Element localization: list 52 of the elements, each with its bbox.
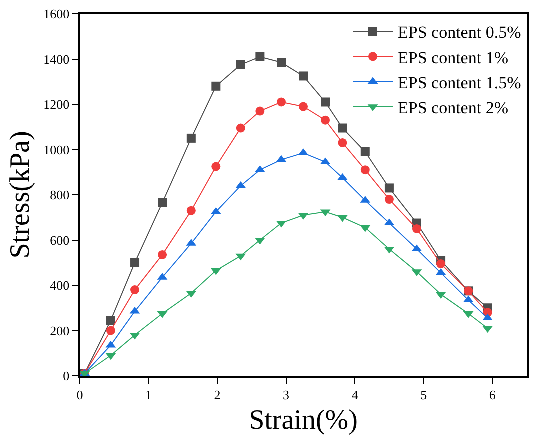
point — [256, 52, 265, 62]
x-tick-label: 5 — [420, 387, 428, 402]
point — [186, 134, 196, 143]
point — [130, 258, 140, 268]
point — [338, 124, 348, 133]
x-tick-label: 4 — [352, 387, 359, 402]
y-tick-label: 1200 — [44, 97, 70, 112]
y-tick-label: 0 — [63, 368, 70, 384]
x-axis-title: Strain(%) — [249, 404, 358, 436]
legend-label: EPS content 1% — [398, 48, 508, 68]
y-tick-label: 1000 — [44, 142, 70, 158]
point — [256, 106, 265, 116]
point — [106, 316, 116, 326]
point — [436, 260, 446, 269]
point — [158, 198, 168, 208]
point — [299, 102, 308, 112]
point — [360, 166, 370, 175]
point — [276, 58, 286, 68]
x-tick-label: 2 — [214, 387, 221, 402]
point — [299, 72, 308, 81]
point — [338, 215, 348, 222]
point — [482, 314, 493, 321]
point — [212, 162, 221, 172]
point — [384, 184, 394, 193]
y-tick-label: 200 — [50, 323, 70, 338]
legend-label: EPS content 2% — [398, 98, 508, 118]
point — [384, 195, 394, 204]
point — [186, 206, 196, 216]
point — [276, 98, 286, 107]
point — [158, 250, 168, 260]
x-tick-label: 1 — [146, 387, 152, 402]
point — [321, 98, 330, 107]
legend-label: EPS content 1.5% — [398, 73, 522, 92]
y-tick-label: 400 — [50, 278, 70, 294]
point — [106, 326, 116, 336]
point — [321, 116, 330, 125]
point — [412, 224, 422, 234]
point — [360, 148, 370, 157]
point — [236, 60, 246, 70]
y-tick-label: 1600 — [44, 6, 70, 22]
point — [236, 124, 246, 133]
y-tick-label: 1400 — [44, 52, 70, 67]
legend-label: EPS content 0.5% — [398, 23, 522, 42]
x-tick-label: 3 — [283, 387, 290, 402]
y-axis-title: Stress(kPa) — [4, 131, 36, 259]
point — [130, 286, 140, 295]
point — [212, 82, 221, 91]
y-tick-label: 600 — [50, 232, 70, 248]
y-tick-label: 800 — [50, 188, 70, 203]
x-tick-label: 6 — [489, 387, 496, 402]
x-tick-label: 0 — [76, 387, 84, 402]
point — [338, 138, 348, 148]
